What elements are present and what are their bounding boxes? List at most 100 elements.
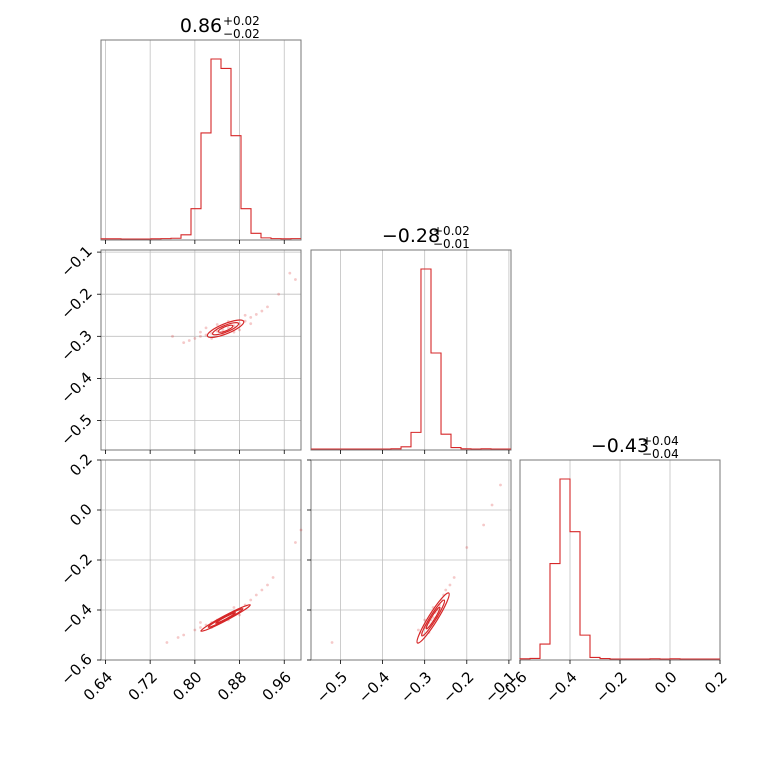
scatter-point — [204, 333, 208, 337]
param-title-0: 0.86 — [180, 15, 222, 37]
scatter-point — [294, 278, 297, 281]
panel-1-1: −0.28+0.02−0.01 — [310, 224, 512, 454]
x-tick-label: −0.5 — [313, 668, 351, 706]
title-median: −0.28 — [382, 225, 440, 247]
contour-level-0 — [206, 319, 245, 339]
scatter-point — [176, 636, 180, 639]
scatter-point — [171, 334, 174, 338]
scatter-point — [249, 315, 253, 319]
contour-level-1 — [211, 322, 240, 336]
x-tick-label: −0.2 — [439, 668, 477, 706]
scatter-point — [416, 628, 420, 632]
contour-level-0 — [416, 592, 450, 644]
panel-0-0: 0.86 +0.02−0.02 — [100, 14, 302, 244]
x-tick-label: −0.2 — [592, 668, 630, 706]
scatter-point — [271, 576, 275, 579]
y-tick-label: 0.2 — [66, 450, 96, 480]
histogram-step-2 — [519, 478, 720, 660]
scatter-point — [199, 330, 202, 334]
scatter-point — [193, 628, 197, 632]
title-plus: +0.02 — [433, 224, 470, 238]
x-tick-label: 0.0 — [651, 668, 681, 698]
x-tick-label: −0.4 — [542, 668, 580, 706]
scatter-point — [294, 541, 297, 544]
title-plus: +0.02 — [223, 14, 260, 28]
y-tick-label: −0.3 — [57, 326, 95, 364]
y-tick-label: −0.2 — [57, 550, 95, 588]
scatter-point — [249, 322, 253, 326]
scatter-point — [182, 341, 186, 345]
x-tick-label: 0.2 — [701, 668, 731, 698]
panel-frame — [310, 249, 512, 451]
panel-frame — [100, 39, 302, 241]
scatter-point — [266, 305, 269, 309]
contour-level-0 — [200, 604, 251, 632]
scatter-point — [232, 606, 236, 609]
x-tick-label: 0.88 — [214, 668, 250, 704]
y-tick-label: −0.4 — [57, 600, 95, 638]
contour-level-2 — [425, 606, 441, 630]
scatter-point — [204, 326, 208, 330]
scatter-point — [490, 503, 494, 507]
scatter-point — [260, 309, 264, 313]
scatter-point — [444, 588, 448, 592]
scatter-point — [243, 313, 247, 317]
contour-level-2 — [215, 612, 237, 624]
panel-2-2: −0.6 −0.4 −0.2 0.0 0.2−0.43+0.04−0.04 — [492, 434, 730, 707]
scatter-point — [254, 313, 258, 316]
scatter-point — [193, 337, 197, 340]
title-plus: +0.04 — [642, 434, 679, 448]
panel-2-0: 0.64 0.72 0.80 0.88 0.96−0.6−0.4−0.20.00.2 — [57, 450, 303, 704]
scatter-point — [330, 641, 334, 644]
title-median: −0.43 — [591, 435, 649, 457]
y-tick-label: −0.2 — [57, 284, 95, 322]
contour-level-2 — [217, 324, 234, 333]
y-tick-label: −0.4 — [57, 369, 95, 407]
scatter-point — [243, 319, 247, 323]
x-tick-label: 0.96 — [259, 668, 295, 704]
scatter-point — [499, 483, 502, 487]
histogram-step-1 — [311, 268, 511, 450]
contour-level-1 — [207, 608, 244, 628]
param-title-1: −0.28 — [382, 225, 440, 247]
scatter-point — [299, 528, 303, 532]
title-minus: −0.04 — [642, 447, 679, 461]
x-tick-label: 0.72 — [125, 668, 161, 704]
scatter-point — [482, 523, 486, 527]
histogram-step-0 — [100, 58, 301, 240]
scatter-point — [221, 328, 225, 331]
scatter-point — [215, 323, 219, 326]
scatter-point — [423, 618, 427, 622]
y-tick-label: −0.1 — [57, 242, 95, 280]
x-tick-label: 0.64 — [80, 668, 116, 704]
scatter-point — [277, 292, 281, 296]
title-minus: −0.02 — [223, 27, 260, 41]
x-tick-label: 0.80 — [169, 668, 205, 704]
scatter-point — [448, 583, 452, 587]
scatter-point — [165, 641, 169, 644]
x-tick-label: −0.3 — [397, 668, 435, 706]
y-tick-label: 0.0 — [66, 500, 96, 530]
contour-level-1 — [421, 599, 446, 637]
scatter-point — [452, 576, 456, 579]
scatter-point — [238, 613, 241, 617]
scatter-point — [199, 334, 202, 338]
panel-2-1: −0.5 −0.4 −0.3 −0.2 −0.1 — [307, 459, 520, 707]
scatter-point — [199, 621, 202, 624]
title-minus: −0.01 — [433, 237, 470, 251]
scatter-point — [288, 271, 292, 275]
scatter-point — [249, 598, 253, 602]
panel-1-0: −0.5 −0.4 −0.3 −0.2 −0.1 — [57, 242, 302, 454]
scatter-point — [260, 588, 264, 592]
x-tick-label: −0.4 — [355, 668, 393, 706]
param-title-2: −0.43 — [591, 435, 649, 457]
scatter-point — [254, 593, 258, 597]
scatter-point — [266, 583, 269, 587]
y-tick-label: −0.5 — [57, 411, 95, 449]
scatter-point — [187, 339, 191, 342]
panel-frame — [100, 249, 302, 451]
scatter-point — [182, 633, 186, 637]
scatter-point — [465, 546, 469, 549]
title-median: 0.86 — [180, 15, 222, 37]
